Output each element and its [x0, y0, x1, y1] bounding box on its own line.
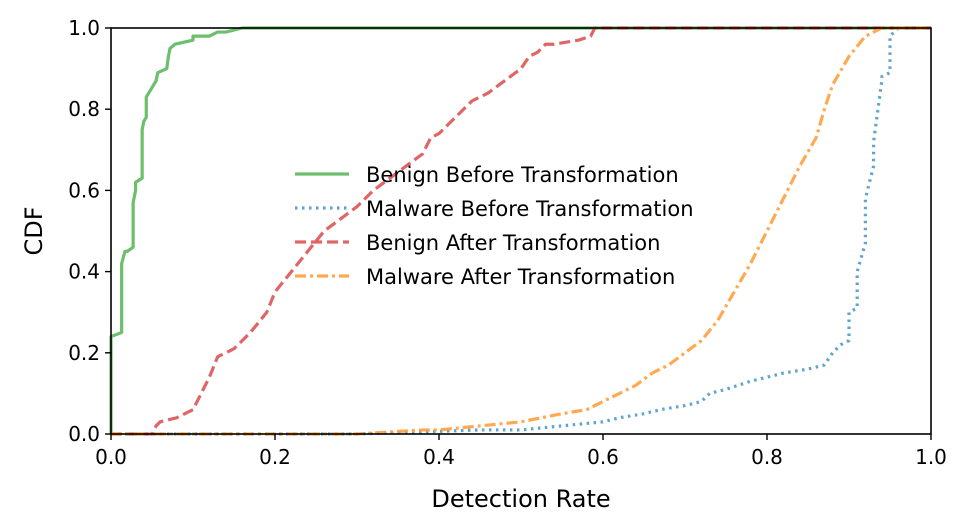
y-tick-label: 0.4 — [68, 260, 100, 284]
series-line-4 — [111, 26, 931, 436]
x-tick-label: 0.6 — [587, 445, 619, 469]
y-tick-label: 0.6 — [68, 178, 100, 202]
y-tick-label: 1.0 — [68, 16, 100, 40]
x-axis-label: Detection Rate — [431, 485, 610, 513]
axes-frame — [110, 27, 932, 435]
x-tick-label: 0.4 — [423, 445, 455, 469]
series-line-3 — [111, 26, 931, 436]
tick-layer: 0.0 0.2 0.4 0.6 0.8 1.0 0.0 0.2 0.4 0.6 0.8 1.0 — [68, 16, 947, 469]
legend-label-2: Malware Before Transformation — [366, 197, 694, 221]
y-tick-label: 0.0 — [68, 422, 100, 446]
x-tick-label: 0.0 — [95, 445, 127, 469]
legend-label-4: Malware After Transformation — [366, 265, 675, 289]
y-axis-label: CDF — [20, 206, 48, 255]
x-tick-label: 0.8 — [751, 445, 783, 469]
y-tick-label: 0.2 — [68, 341, 100, 365]
legend: Benign Before Transformation Malware Befo… — [295, 163, 694, 289]
legend-label-3: Benign After Transformation — [366, 231, 660, 255]
x-tick-label: 0.2 — [259, 445, 291, 469]
y-tick-label: 0.8 — [68, 97, 100, 121]
legend-label-1: Benign Before Transformation — [366, 163, 679, 187]
series-line-2 — [111, 26, 931, 436]
x-tick-label: 1.0 — [915, 445, 947, 469]
